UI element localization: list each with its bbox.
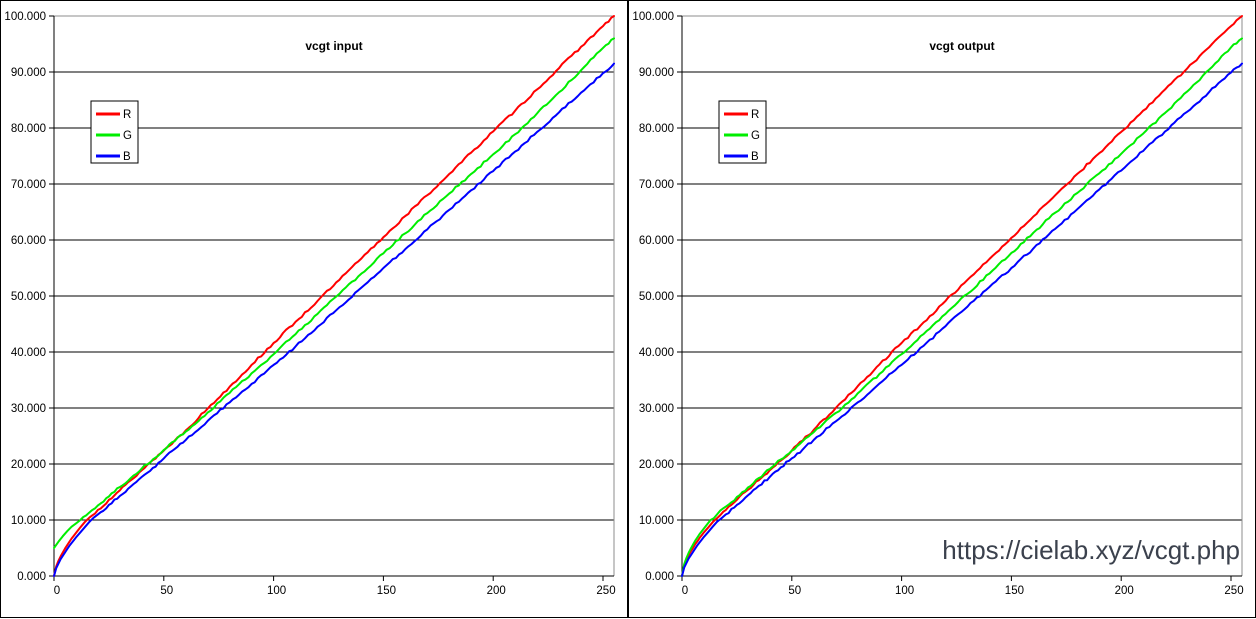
y-tick-label-80: 80.000 xyxy=(11,123,46,135)
legend-label-B: B xyxy=(751,151,759,163)
legend-label-R: R xyxy=(751,109,759,121)
y-tick-label-10: 10.000 xyxy=(639,515,674,527)
x-tick-label-250: 250 xyxy=(596,585,615,597)
legend-box xyxy=(718,100,767,164)
x-tick-label-200: 200 xyxy=(1115,585,1134,597)
x-tick-label-0: 0 xyxy=(682,585,688,597)
y-tick-label-40: 40.000 xyxy=(11,347,46,359)
series-line-G xyxy=(53,37,615,549)
y-tick-label-20: 20.000 xyxy=(11,459,46,471)
y-tick-label-30: 30.000 xyxy=(11,403,46,415)
legend-label-R: R xyxy=(123,109,131,121)
y-tick-label-40: 40.000 xyxy=(639,347,674,359)
y-tick-label-90: 90.000 xyxy=(11,67,46,79)
vcgt-output-chart: 100.000 90.000 80.000 70.000 60.000 50.000 40.… xyxy=(632,11,1243,597)
y-tick-label-10: 10.000 xyxy=(11,515,46,527)
y-tick-label-100: 100.000 xyxy=(632,11,674,23)
chart-title: vcgt input xyxy=(305,39,362,53)
legend-box xyxy=(90,100,139,164)
y-tick-label-50: 50.000 xyxy=(11,291,46,303)
x-tick-label-100: 100 xyxy=(895,585,914,597)
y-tick-label-60: 60.000 xyxy=(639,235,674,247)
series-line-G xyxy=(681,37,1243,577)
x-tick-label-150: 150 xyxy=(1005,585,1024,597)
chart-title: vcgt output xyxy=(929,39,994,53)
x-tick-label-50: 50 xyxy=(788,585,801,597)
chart-panel-vcgt-output: 100.000 90.000 80.000 70.000 60.000 50.000 40.… xyxy=(628,0,1256,618)
y-tick-label-0: 0.000 xyxy=(17,571,46,583)
y-tick-label-60: 60.000 xyxy=(11,235,46,247)
y-tick-label-80: 80.000 xyxy=(639,123,674,135)
y-tick-label-20: 20.000 xyxy=(639,459,674,471)
y-tick-label-30: 30.000 xyxy=(639,403,674,415)
series-line-R xyxy=(53,15,615,577)
legend-label-G: G xyxy=(123,130,132,142)
y-tick-label-90: 90.000 xyxy=(639,67,674,79)
x-tick-label-100: 100 xyxy=(267,585,286,597)
y-tick-label-70: 70.000 xyxy=(11,179,46,191)
legend-label-G: G xyxy=(751,130,760,142)
x-tick-label-250: 250 xyxy=(1224,585,1243,597)
y-tick-label-70: 70.000 xyxy=(639,179,674,191)
x-tick-label-200: 200 xyxy=(487,585,506,597)
legend-label-B: B xyxy=(123,151,131,163)
series-line-B xyxy=(53,62,615,577)
watermark-url: https://cielab.xyz/vcgt.php xyxy=(942,535,1240,565)
vcgt-input-chart: 100.000 90.000 80.000 70.000 60.000 50.000 40.… xyxy=(4,11,615,597)
y-tick-label-50: 50.000 xyxy=(639,291,674,303)
x-tick-label-50: 50 xyxy=(160,585,173,597)
series-line-B xyxy=(681,62,1243,577)
y-tick-label-0: 0.000 xyxy=(645,571,674,583)
y-tick-label-100: 100.000 xyxy=(4,11,46,23)
x-tick-label-0: 0 xyxy=(54,585,60,597)
series-line-R xyxy=(681,15,1243,577)
x-tick-label-150: 150 xyxy=(377,585,396,597)
chart-panel-vcgt-input: 100.000 90.000 80.000 70.000 60.000 50.000 40.… xyxy=(0,0,628,618)
